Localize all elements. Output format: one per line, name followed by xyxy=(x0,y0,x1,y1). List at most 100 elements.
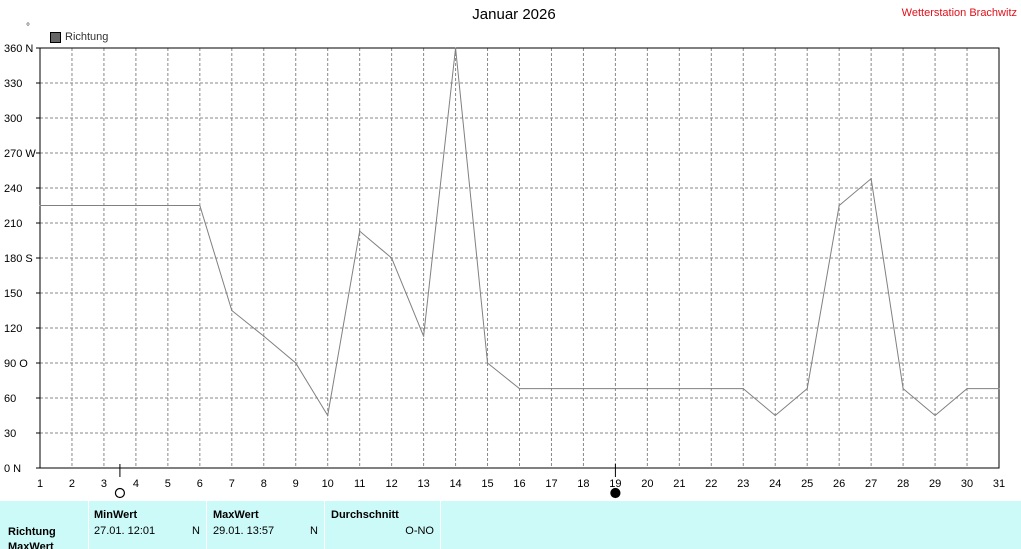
y-tick-label: 360 N xyxy=(4,43,33,55)
row-label-richtung: Richtung xyxy=(8,526,56,538)
x-tick-label: 12 xyxy=(386,478,398,490)
x-tick-label: 23 xyxy=(737,478,749,490)
x-tick-label: 17 xyxy=(545,478,557,490)
x-tick-label: 8 xyxy=(261,478,267,490)
row-label-maxwert: MaxWert xyxy=(8,541,54,549)
x-tick-label: 14 xyxy=(449,478,461,490)
data-point xyxy=(295,362,297,364)
x-tick-label: 5 xyxy=(165,478,171,490)
data-point xyxy=(231,309,233,312)
maxwert-header: MaxWert xyxy=(213,509,259,521)
x-tick-label: 3 xyxy=(101,478,107,490)
minwert-column: MinWert 27.01. 12:01 N xyxy=(88,501,207,549)
data-point xyxy=(518,388,521,390)
y-tick-label: 240 xyxy=(4,183,22,195)
y-tick-label: 90 O xyxy=(4,358,28,370)
data-point xyxy=(550,388,553,390)
legend: Richtung xyxy=(50,31,108,43)
y-tick-label: 180 S xyxy=(4,253,33,265)
data-point xyxy=(870,178,872,180)
maxwert-column: MaxWert 29.01. 13:57 N xyxy=(207,501,325,549)
y-tick-label: 330 xyxy=(4,78,22,90)
data-point xyxy=(966,388,968,390)
data-point xyxy=(678,388,680,390)
durchschnitt-header: Durchschnitt xyxy=(331,509,399,521)
data-point xyxy=(998,388,1000,390)
data-point xyxy=(71,204,73,207)
data-point xyxy=(199,204,201,207)
data-point xyxy=(806,388,808,390)
data-point xyxy=(742,388,744,390)
x-tick-label: 19 xyxy=(609,478,621,490)
y-tick-label: 120 xyxy=(4,323,22,335)
unit-label: ° xyxy=(26,22,30,33)
data-point xyxy=(135,204,137,207)
data-point xyxy=(838,204,840,207)
x-tick-label: 13 xyxy=(417,478,429,490)
minwert-date: 27.01. 12:01 xyxy=(94,525,156,537)
x-tick-label: 20 xyxy=(641,478,653,490)
data-point xyxy=(359,230,361,232)
data-point xyxy=(263,335,265,337)
x-tick-label: 30 xyxy=(961,478,973,490)
y-tick-label: 270 W xyxy=(4,148,36,160)
y-tick-label: 150 xyxy=(4,288,22,300)
x-tick-label: 7 xyxy=(229,478,235,490)
summary-table: Richtung MaxWert MinWert 27.01. 12:01 N … xyxy=(0,501,1021,549)
y-tick-label: 60 xyxy=(4,393,16,405)
maxwert-date: 29.01. 13:57 xyxy=(213,525,275,537)
data-point xyxy=(710,388,712,390)
x-tick-label: 11 xyxy=(354,478,365,490)
x-tick-label: 1 xyxy=(37,478,43,490)
x-tick-label: 21 xyxy=(673,478,685,490)
chart-title: Januar 2026 xyxy=(472,6,556,23)
data-point xyxy=(486,362,489,364)
maxwert-direction: N xyxy=(310,525,318,537)
y-tick-label: 0 N xyxy=(4,463,21,475)
x-tick-label: 25 xyxy=(801,478,813,490)
x-tick-label: 27 xyxy=(865,478,877,490)
x-tick-label: 18 xyxy=(577,478,589,490)
durchschnitt-direction: O-NO xyxy=(405,525,434,537)
data-point xyxy=(423,335,425,337)
y-tick-label: 210 xyxy=(4,218,22,230)
x-tick-label: 26 xyxy=(833,478,845,490)
x-tick-label: 31 xyxy=(993,478,1005,490)
data-point xyxy=(774,414,776,417)
x-tick-label: 22 xyxy=(705,478,717,490)
data-point xyxy=(103,204,105,207)
data-point xyxy=(934,414,936,417)
table-label-column xyxy=(0,501,89,549)
new-moon-icon xyxy=(610,487,621,499)
x-tick-label: 9 xyxy=(293,478,299,490)
plot-area xyxy=(39,47,1000,469)
y-tick-label: 300 xyxy=(4,113,22,125)
x-tick-label: 6 xyxy=(197,478,203,490)
data-point xyxy=(454,47,457,49)
data-point xyxy=(902,388,904,390)
x-tick-label: 10 xyxy=(322,478,334,490)
legend-swatch xyxy=(50,31,61,43)
minwert-direction: N xyxy=(192,525,200,537)
x-tick-label: 2 xyxy=(69,478,75,490)
station-name: Wetterstation Brachwitz xyxy=(901,7,1017,19)
data-point xyxy=(391,257,393,259)
x-tick-label: 16 xyxy=(513,478,525,490)
x-tick-label: 28 xyxy=(897,478,909,490)
y-tick-label: 30 xyxy=(4,428,16,440)
table-row-label: Richtung MaxWert xyxy=(8,525,56,549)
x-tick-label: 24 xyxy=(769,478,781,490)
x-tick-label: 29 xyxy=(929,478,941,490)
full-moon-icon xyxy=(114,487,126,499)
x-tick-label: 15 xyxy=(481,478,493,490)
data-point xyxy=(167,204,169,207)
data-point xyxy=(582,388,585,390)
durchschnitt-column: Durchschnitt O-NO xyxy=(325,501,441,549)
data-point xyxy=(327,414,329,417)
data-point xyxy=(614,388,617,390)
data-point xyxy=(39,204,41,207)
legend-label: Richtung xyxy=(65,31,109,43)
x-tick-label: 4 xyxy=(133,478,139,490)
minwert-header: MinWert xyxy=(94,509,138,521)
